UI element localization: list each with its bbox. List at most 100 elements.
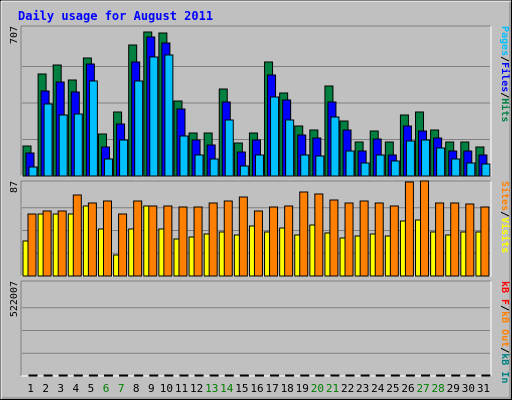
x-tick-label-day-5: 5 — [88, 382, 95, 395]
bar-sites-day-12 — [193, 206, 203, 277]
x-tick-label-day-3: 3 — [57, 382, 64, 395]
bar-kb-f-day-20 — [315, 374, 325, 377]
bar-kb-f-day-7 — [119, 374, 129, 377]
bar-pages-day-26 — [405, 140, 415, 177]
bar-kb-f-day-5 — [88, 374, 98, 377]
legend-kb-out: kB Out — [499, 311, 510, 347]
bar-kb-f-day-14 — [224, 374, 234, 377]
bar-kb-f-day-6 — [103, 374, 113, 377]
bar-sites-day-18 — [284, 205, 294, 277]
legend-separator: / — [499, 56, 510, 62]
x-tick-label-day-26: 26 — [401, 382, 414, 395]
bar-sites-day-23 — [359, 200, 369, 277]
bar-sites-day-29 — [450, 202, 460, 277]
x-tick-label-day-20: 20 — [311, 382, 324, 395]
legend-pages: Pages — [499, 26, 510, 56]
bar-sites-day-4 — [72, 194, 82, 277]
bar-sites-day-25 — [389, 205, 399, 277]
panel-3-legend: kB F/kB Out/kB In — [499, 281, 510, 383]
bar-kb-f-day-19 — [300, 374, 310, 377]
bar-pages-day-21 — [330, 116, 340, 177]
bar-pages-day-2 — [43, 103, 53, 177]
bar-pages-day-20 — [315, 155, 325, 177]
bar-pages-day-28 — [436, 147, 446, 177]
bar-kb-f-day-13 — [209, 374, 219, 377]
bar-sites-day-7 — [118, 213, 128, 277]
x-tick-label-day-21: 21 — [326, 382, 339, 395]
bar-sites-day-9 — [148, 205, 158, 277]
bar-sites-day-10 — [163, 205, 173, 277]
x-tick-label-day-19: 19 — [296, 382, 309, 395]
bar-kb-f-day-10 — [164, 374, 174, 377]
bar-kb-f-day-9 — [149, 374, 159, 377]
panel-3-max-label: 522007 — [9, 281, 20, 317]
bar-kb-f-day-29 — [451, 374, 461, 377]
bar-kb-f-day-24 — [375, 374, 385, 377]
bar-pages-day-18 — [285, 119, 295, 177]
bar-sites-day-26 — [404, 181, 414, 277]
bar-sites-day-17 — [269, 206, 279, 277]
bar-sites-day-20 — [314, 193, 324, 277]
x-tick-label-day-24: 24 — [371, 382, 385, 395]
bar-pages-day-4 — [73, 113, 83, 177]
bar-pages-day-14 — [224, 119, 234, 177]
bar-pages-day-24 — [375, 154, 385, 177]
x-tick-label-day-15: 15 — [235, 382, 248, 395]
bar-pages-day-23 — [360, 162, 370, 177]
legend-kb-in: kB In — [499, 353, 510, 383]
bar-kb-f-day-12 — [194, 374, 204, 377]
bar-sites-day-24 — [374, 202, 384, 277]
x-tick-label-day-22: 22 — [341, 382, 354, 395]
bar-pages-day-15 — [239, 165, 249, 177]
bar-pages-day-25 — [390, 160, 400, 177]
bar-kb-f-day-11 — [179, 374, 189, 377]
bar-sites-day-13 — [208, 202, 218, 277]
bar-sites-day-6 — [102, 200, 112, 277]
panel-2-max-label: 87 — [9, 181, 20, 193]
panel-background — [21, 281, 491, 376]
x-tick-label-day-29: 29 — [447, 382, 460, 395]
legend-files: Files — [499, 62, 511, 92]
bar-pages-day-9 — [149, 56, 159, 177]
bar-pages-day-10 — [164, 54, 174, 177]
x-tick-label-day-30: 30 — [462, 382, 475, 395]
bar-pages-day-29 — [451, 158, 461, 177]
bar-kb-f-day-15 — [239, 374, 249, 377]
bar-pages-day-13 — [209, 158, 219, 177]
bar-kb-f-day-17 — [270, 374, 280, 377]
bar-kb-f-day-30 — [466, 374, 476, 377]
x-tick-label-day-16: 16 — [250, 382, 263, 395]
legend-separator: / — [499, 305, 510, 311]
bar-kb-f-day-3 — [58, 374, 68, 377]
bar-kb-f-day-21 — [330, 374, 340, 377]
bar-pages-day-17 — [270, 96, 280, 177]
panel-2: 87 Sites/Visits — [9, 180, 511, 277]
x-tick-label-day-7: 7 — [118, 382, 125, 395]
bar-pages-day-30 — [466, 162, 476, 177]
panel-2-legend-text: Sites/Visits — [499, 181, 511, 253]
legend-kb-f: kB F — [499, 281, 510, 305]
bar-pages-day-1 — [28, 166, 38, 177]
bar-pages-day-6 — [103, 158, 113, 177]
bar-pages-day-27 — [421, 139, 431, 177]
bar-sites-day-3 — [57, 210, 67, 277]
x-tick-label-day-9: 9 — [148, 382, 155, 395]
x-tick-label-day-27: 27 — [416, 382, 429, 395]
bar-kb-f-day-4 — [73, 374, 83, 377]
legend-separator: / — [499, 347, 510, 353]
panel-3-legend-text: kB F/kB Out/kB In — [499, 281, 510, 383]
series-sites — [27, 180, 490, 277]
panel-2-legend: Sites/Visits — [499, 181, 511, 253]
bar-sites-day-15 — [238, 196, 248, 277]
x-tick-label-day-1: 1 — [27, 382, 34, 395]
x-tick-label-day-25: 25 — [386, 382, 399, 395]
series-kb-f — [28, 374, 491, 377]
legend-sites: Sites — [499, 181, 511, 211]
legend-hits: Hits — [499, 98, 511, 122]
panel-1-legend: Pages/Files/Hits — [499, 26, 511, 122]
bar-kb-f-day-28 — [436, 374, 446, 377]
x-axis-tick-labels: 1 2 3 4 5 6 7 8 9 10 11 12 13 14 15 16 17 18 19 20 21 22 23 24 2… — [27, 382, 490, 395]
series-pages — [28, 54, 491, 177]
panel-3: 522007 kB F/kB Out/kB In — [9, 280, 510, 383]
